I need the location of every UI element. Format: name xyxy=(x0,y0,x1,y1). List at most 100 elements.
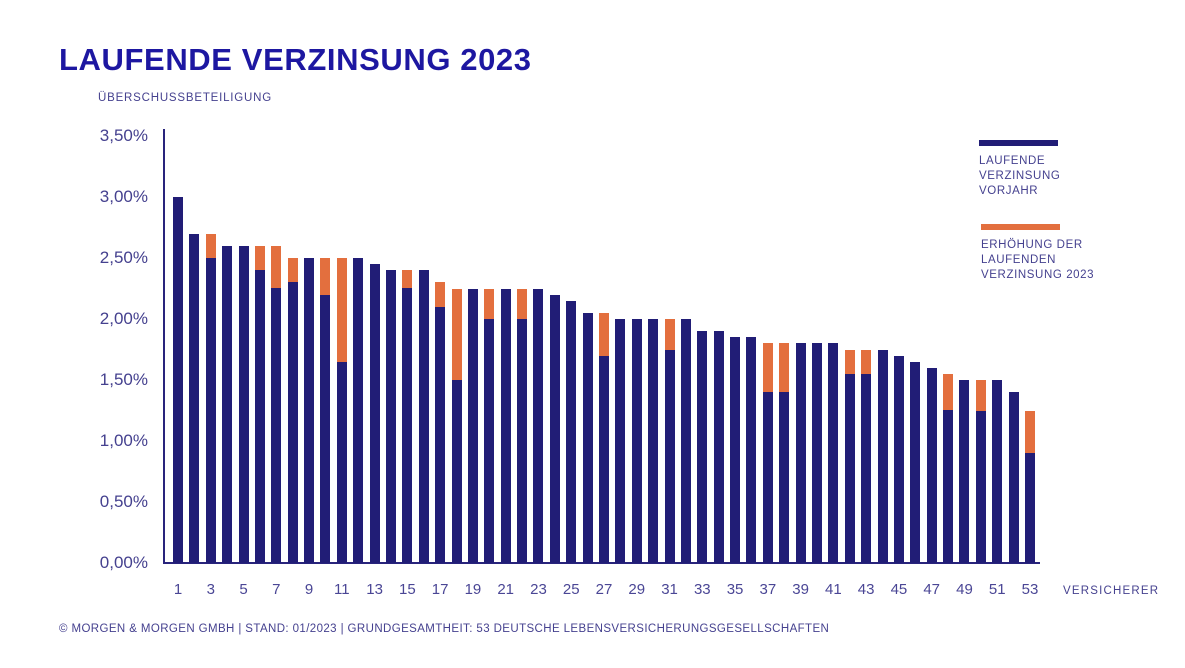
bar-segment-vorjahr xyxy=(680,319,691,563)
bar-versicherer-31 xyxy=(664,319,675,563)
bar-segment-erhoehung xyxy=(287,258,298,283)
bar-versicherer-14 xyxy=(385,270,396,563)
bar-versicherer-49 xyxy=(959,380,970,563)
bar-segment-erhoehung xyxy=(484,288,495,319)
bar-versicherer-34 xyxy=(713,331,724,563)
bar-segment-vorjahr xyxy=(353,258,364,563)
bar-segment-vorjahr xyxy=(730,337,741,563)
bar-segment-vorjahr xyxy=(287,282,298,563)
bar-segment-vorjahr xyxy=(451,380,462,563)
bar-segment-vorjahr xyxy=(795,343,806,563)
bar-segment-vorjahr xyxy=(173,197,183,563)
bar-segment-vorjahr xyxy=(762,392,773,563)
bar-versicherer-36 xyxy=(746,337,757,563)
bar-segment-erhoehung xyxy=(762,343,773,393)
bar-versicherer-28 xyxy=(615,319,626,563)
bar-segment-vorjahr xyxy=(336,361,347,563)
bar-versicherer-26 xyxy=(582,312,593,563)
bar-segment-vorjahr xyxy=(746,337,757,563)
bar-versicherer-37 xyxy=(762,343,773,563)
x-tick-label: 1 xyxy=(173,581,183,598)
bar-segment-vorjahr xyxy=(975,410,986,563)
bar-versicherer-35 xyxy=(730,337,741,563)
bar-segment-vorjahr xyxy=(598,355,609,563)
legend-item-erhoehung: ERHÖHUNG DER LAUFENDEN VERZINSUNG 2023 xyxy=(981,224,1106,283)
bar-versicherer-40 xyxy=(811,343,822,563)
bar-versicherer-7 xyxy=(271,245,282,563)
y-tick-label: 2,00% xyxy=(99,309,148,328)
bar-segment-vorjahr xyxy=(926,367,937,563)
x-tick-label: 37 xyxy=(759,581,777,598)
bar-segment-vorjahr xyxy=(238,245,249,563)
bar-versicherer-48 xyxy=(943,373,954,563)
bar-versicherer-5 xyxy=(238,245,249,563)
bar-segment-vorjahr xyxy=(893,355,904,563)
x-tick-label: 23 xyxy=(530,581,547,598)
bar-versicherer-12 xyxy=(353,258,364,563)
bar-segment-vorjahr xyxy=(500,288,511,563)
x-tick-label: 45 xyxy=(890,581,908,598)
bar-versicherer-25 xyxy=(566,300,577,563)
legend-label-vorjahr: LAUFENDE VERZINSUNG VORJAHR xyxy=(979,155,1061,197)
bar-segment-vorjahr xyxy=(877,349,888,563)
bar-versicherer-20 xyxy=(484,288,495,563)
bar-versicherer-50 xyxy=(975,380,986,563)
x-axis-line xyxy=(163,562,1040,564)
legend-swatch-blue xyxy=(979,140,1058,146)
bar-versicherer-29 xyxy=(631,319,642,563)
bar-segment-erhoehung xyxy=(451,288,462,380)
x-tick-label: 43 xyxy=(857,581,875,598)
x-tick-label: 17 xyxy=(431,581,449,598)
bar-segment-vorjahr xyxy=(402,288,413,563)
bar-versicherer-3 xyxy=(205,233,216,563)
bar-segment-erhoehung xyxy=(402,270,413,289)
bar-segment-vorjahr xyxy=(631,319,642,563)
bar-segment-erhoehung xyxy=(336,258,347,362)
bar-versicherer-43 xyxy=(861,349,872,564)
bar-versicherer-13 xyxy=(369,264,380,563)
x-tick-label: 49 xyxy=(956,581,973,598)
bar-segment-vorjahr xyxy=(320,294,331,563)
y-tick-label: 1,50% xyxy=(99,370,148,389)
bar-segment-vorjahr xyxy=(992,380,1003,563)
bar-versicherer-33 xyxy=(697,331,708,563)
bar-segment-vorjahr xyxy=(205,257,216,563)
bar-segment-vorjahr xyxy=(467,288,478,563)
x-tick-label: 31 xyxy=(661,581,678,598)
bar-segment-erhoehung xyxy=(205,233,216,258)
bar-segment-vorjahr xyxy=(1024,453,1035,563)
bar-segment-erhoehung xyxy=(435,282,446,307)
x-axis-title: VERSICHERER xyxy=(1063,585,1160,597)
chart-title: LAUFENDE VERZINSUNG 2023 xyxy=(59,42,532,77)
x-tick-label: 47 xyxy=(923,581,941,598)
bar-segment-vorjahr xyxy=(943,410,954,563)
bar-versicherer-53 xyxy=(1024,410,1035,564)
bar-versicherer-41 xyxy=(828,343,839,563)
bar-segment-vorjahr xyxy=(615,319,626,563)
bar-segment-vorjahr xyxy=(254,270,265,563)
bar-versicherer-46 xyxy=(910,361,921,563)
x-tick-label: 7 xyxy=(272,581,281,598)
bar-segment-erhoehung xyxy=(975,380,986,411)
x-tick-label: 19 xyxy=(464,581,482,598)
bar-segment-vorjahr xyxy=(582,312,593,563)
bar-segment-vorjahr xyxy=(828,343,839,563)
x-tick-label: 3 xyxy=(206,581,215,598)
x-tick-label: 27 xyxy=(595,581,613,598)
bar-versicherer-24 xyxy=(549,294,560,563)
legend-label-erhoehung: ERHÖHUNG DER LAUFENDEN VERZINSUNG 2023 xyxy=(981,239,1095,281)
bar-versicherer-6 xyxy=(254,245,265,563)
bar-versicherer-27 xyxy=(598,312,609,563)
bar-versicherer-2 xyxy=(189,233,200,563)
bar-segment-vorjahr xyxy=(779,392,790,563)
legend-item-vorjahr: LAUFENDE VERZINSUNG VORJAHR xyxy=(979,140,1104,199)
bar-segment-erhoehung xyxy=(664,319,675,350)
bar-segment-vorjahr xyxy=(713,331,724,563)
bar-versicherer-45 xyxy=(893,355,904,563)
x-tick-label: 35 xyxy=(726,581,744,598)
bar-segment-erhoehung xyxy=(861,349,872,374)
bar-versicherer-32 xyxy=(680,319,691,563)
x-tick-label: 53 xyxy=(1021,581,1039,598)
bar-versicherer-23 xyxy=(533,288,544,563)
bar-versicherer-44 xyxy=(877,349,888,563)
